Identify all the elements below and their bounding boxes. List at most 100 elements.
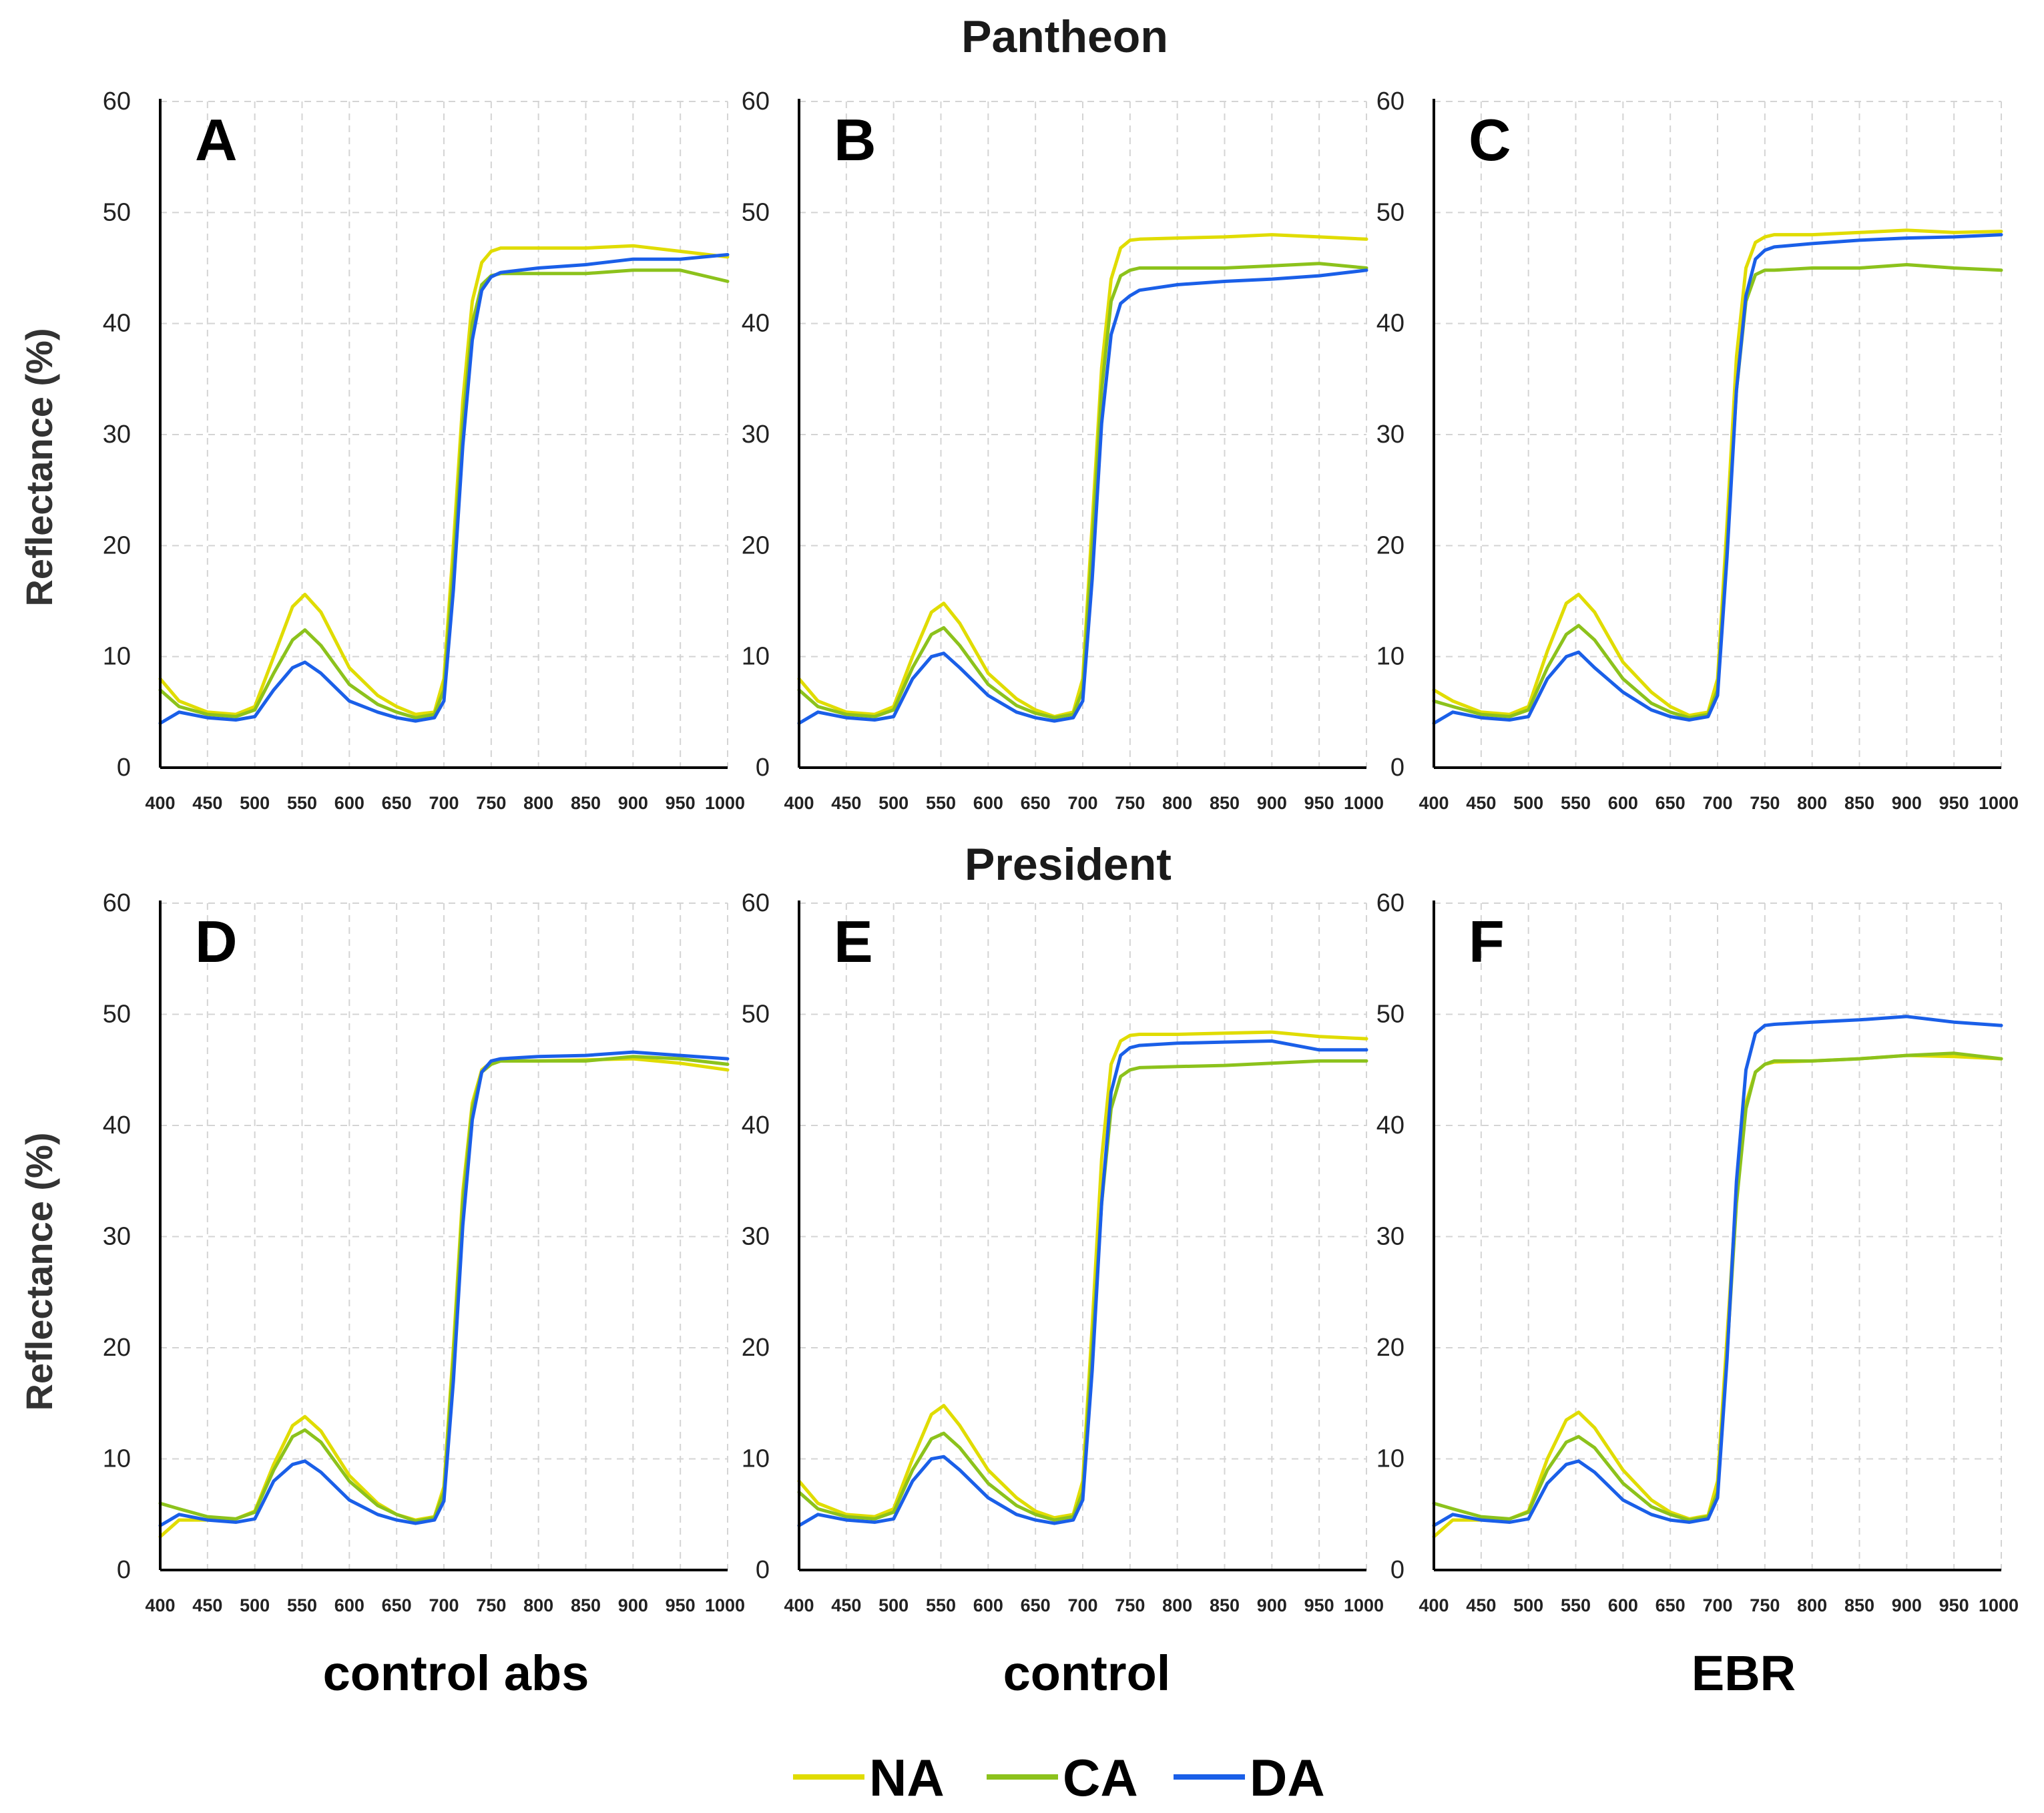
y-tick-label: 10 (103, 643, 131, 671)
y-tick-label: 0 (756, 754, 770, 782)
x-tick-label: 550 (287, 793, 317, 813)
y-tick-label: 0 (117, 1556, 131, 1584)
x-tick-label: 800 (523, 793, 553, 813)
row-title-pantheon: Pantheon (961, 11, 1168, 62)
x-tick-label: 850 (1844, 1595, 1874, 1615)
x-tick-label: 450 (192, 1595, 222, 1615)
chart-panel-f: 0 10 20 30 40 50 60 400 450 500 550 600 650 700 750 800… (1376, 889, 2019, 1615)
x-tick-label: 850 (571, 793, 601, 813)
x-tick-label: 600 (334, 793, 364, 813)
x-tick-label: 950 (1939, 1595, 1969, 1615)
series-line-da (797, 268, 1368, 725)
y-tick-label: 60 (1376, 889, 1404, 917)
y-tick-label: 40 (742, 1111, 770, 1139)
series-line-na (1432, 228, 2003, 718)
x-tick-label: 700 (429, 793, 459, 813)
panel-letter: C (1469, 107, 1511, 173)
x-tick-label: 550 (287, 1595, 317, 1615)
x-tick-label: 650 (382, 1595, 412, 1615)
x-tick-label: 400 (1419, 793, 1449, 813)
x-tick-label: 400 (145, 793, 175, 813)
x-tick-label: 550 (926, 1595, 956, 1615)
x-tick-label: 850 (1210, 1595, 1240, 1615)
y-tick-label: 60 (103, 889, 131, 917)
x-tick-label: 750 (476, 793, 506, 813)
y-tick-label: 30 (1376, 1223, 1404, 1251)
x-tick-label: 600 (1608, 793, 1638, 813)
x-tick-label: 550 (926, 793, 956, 813)
y-tick-label: 0 (756, 1556, 770, 1584)
x-tick-label: 900 (1257, 793, 1287, 813)
panel-letter: F (1469, 909, 1505, 975)
y-tick-label: 20 (742, 1334, 770, 1362)
panel-letter: B (834, 107, 876, 173)
x-tick-label: 500 (878, 1595, 909, 1615)
x-tick-label: 800 (1162, 1595, 1192, 1615)
x-tick-label: 500 (240, 1595, 270, 1615)
y-tick-label: 0 (1390, 754, 1404, 782)
chart-panel-c: 0 10 20 30 40 50 60 400 450 500 550 600 650 700 750 800… (1376, 87, 2019, 813)
y-tick-label: 10 (1376, 1445, 1404, 1473)
x-tick-label: 950 (1939, 793, 1969, 813)
row-title-president: President (965, 839, 1172, 890)
x-tick-label: 1000 (1344, 793, 1384, 813)
x-tick-label: 800 (1797, 1595, 1827, 1615)
x-tick-label: 650 (1655, 793, 1686, 813)
y-tick-label: 10 (742, 1445, 770, 1473)
y-tick-label: 10 (742, 643, 770, 671)
x-tick-label: 650 (1021, 793, 1051, 813)
y-tick-label: 60 (103, 87, 131, 115)
y-tick-label: 50 (103, 198, 131, 226)
series-line-na (158, 244, 730, 716)
x-tick-label: 950 (666, 793, 696, 813)
x-tick-label: 700 (1067, 1595, 1097, 1615)
panel-letter: A (195, 107, 238, 173)
x-tick-label: 800 (1162, 793, 1192, 813)
y-tick-label: 20 (103, 531, 131, 559)
x-tick-label: 600 (1608, 1595, 1638, 1615)
y-tick-label: 0 (1390, 1556, 1404, 1584)
y-tick-label: 30 (103, 1223, 131, 1251)
x-tick-label: 900 (1892, 1595, 1922, 1615)
x-tick-label: 850 (571, 1595, 601, 1615)
x-tick-label: 700 (1702, 793, 1732, 813)
series-line-ca (797, 1059, 1368, 1522)
x-tick-label: 750 (1115, 1595, 1145, 1615)
column-label-ebr: EBR (1692, 1645, 1796, 1701)
y-tick-label: 20 (1376, 531, 1404, 559)
x-tick-label: 650 (1021, 1595, 1051, 1615)
series-line-da (1432, 233, 2003, 725)
legend-label-ca: CA (1063, 1748, 1138, 1807)
y-tick-label: 60 (742, 87, 770, 115)
series-line-na (797, 233, 1368, 718)
series-line-ca (158, 268, 730, 720)
panel-letter: D (195, 909, 238, 975)
x-tick-label: 700 (429, 1595, 459, 1615)
y-tick-label: 50 (103, 1001, 131, 1029)
y-tick-label: 50 (742, 1001, 770, 1029)
y-tick-label: 20 (742, 531, 770, 559)
x-tick-label: 450 (831, 793, 861, 813)
y-tick-label: 40 (742, 310, 770, 338)
y-tick-label: 30 (742, 1223, 770, 1251)
x-tick-label: 800 (1797, 793, 1827, 813)
x-tick-label: 500 (240, 793, 270, 813)
x-tick-label: 550 (1561, 1595, 1591, 1615)
x-tick-label: 850 (1844, 793, 1874, 813)
x-tick-label: 1000 (1979, 1595, 2019, 1615)
x-tick-label: 850 (1210, 793, 1240, 813)
ylabel-bottom: Reflectance (%) (18, 1132, 60, 1410)
series-line-da (158, 253, 730, 725)
x-tick-label: 950 (1304, 793, 1334, 813)
x-tick-label: 1000 (705, 1595, 745, 1615)
y-tick-label: 40 (1376, 1111, 1404, 1139)
y-tick-label: 20 (1376, 1334, 1404, 1362)
x-tick-label: 600 (973, 1595, 1003, 1615)
series-line-na (1432, 1053, 2003, 1539)
series-line-ca (797, 262, 1368, 720)
x-tick-label: 400 (1419, 1595, 1449, 1615)
chart-panel-b: 0 10 20 30 40 50 60 400 450 500 550 600 650 700 750 800… (742, 87, 1384, 813)
y-tick-label: 30 (742, 421, 770, 449)
